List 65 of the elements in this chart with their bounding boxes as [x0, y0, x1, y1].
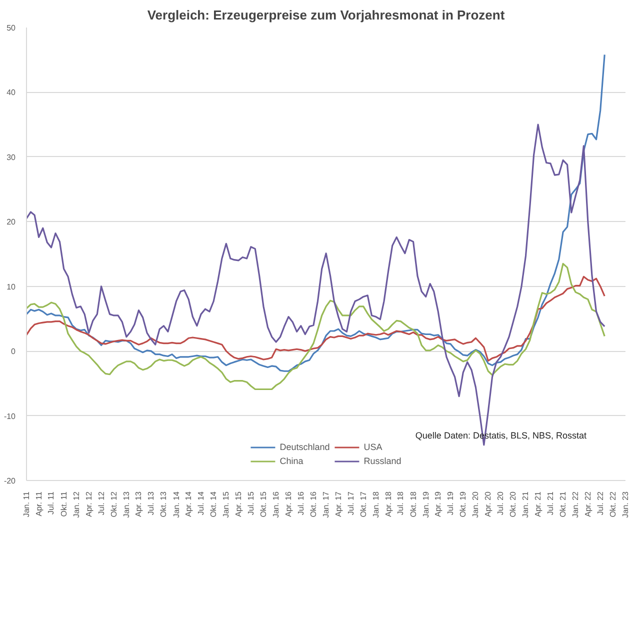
x-tick-label: Apr. 15: [234, 490, 243, 517]
x-tick-label: Okt. 22: [608, 490, 618, 518]
y-tick-label: -20: [4, 476, 16, 486]
x-tick-label: Jul. 19: [446, 490, 456, 516]
y-tick-label: 50: [6, 24, 16, 32]
x-tick-label: Apr. 11: [34, 490, 44, 516]
x-tick-label: Okt. 19: [458, 490, 468, 518]
x-tick-label: Jul. 18: [396, 490, 406, 516]
x-tick-label: Jul. 12: [96, 490, 106, 516]
x-tick-label: Jan. 11: [22, 490, 31, 518]
x-tick-label: Jan. 15: [222, 490, 231, 518]
x-tick-label: Jan. 13: [122, 490, 131, 518]
y-tick-label: 20: [6, 218, 16, 227]
x-tick-label: Okt. 13: [159, 490, 168, 518]
x-tick-label: Okt. 20: [508, 490, 518, 518]
y-tick-label: -10: [4, 412, 16, 421]
x-tick-label: Apr. 20: [484, 490, 493, 517]
x-tick-label: Jul. 21: [546, 490, 555, 516]
x-tick-label: Apr. 16: [284, 490, 293, 517]
x-tick-label: Jul. 13: [146, 490, 156, 516]
x-tick-label: Apr. 13: [134, 490, 144, 517]
y-tick-label: 30: [6, 152, 16, 162]
x-tick-label: Jan. 18: [371, 490, 380, 518]
y-tick-label: 40: [6, 88, 16, 98]
chart-title: Vergleich: Erzeugerpreise zum Vorjahresmonat in Prozent: [147, 8, 506, 22]
x-tick-label: Okt. 18: [408, 490, 418, 518]
legend-label: Russland: [364, 456, 402, 466]
x-tick-label: Jan. 19: [421, 490, 430, 518]
legend-label: China: [280, 456, 304, 466]
legend-label: Deutschland: [280, 442, 330, 452]
x-tick-label: Jan. 20: [471, 490, 480, 518]
x-tick-label: Okt. 12: [109, 490, 118, 518]
x-tick-label: Okt. 11: [59, 490, 68, 517]
x-tick-label: Apr. 17: [334, 490, 343, 517]
x-tick-label: Jan. 12: [72, 490, 81, 518]
line-series: [26, 276, 606, 362]
legend-label: USA: [364, 442, 384, 452]
line-series: [26, 262, 606, 390]
x-tick-label: Jul. 17: [346, 490, 356, 516]
x-tick-label: Apr. 22: [583, 490, 592, 517]
x-tick-label: Apr. 21: [534, 490, 543, 517]
x-tick-label: Okt. 21: [558, 490, 568, 518]
y-tick-label: 0: [11, 347, 16, 356]
line-series: [26, 54, 606, 372]
x-tick-label: Jul. 11: [46, 490, 56, 514]
x-tick-label: Jul. 16: [296, 490, 306, 516]
x-tick-label: Jan. 17: [322, 490, 331, 518]
x-tick-label: Apr. 18: [384, 490, 393, 517]
x-tick-label: Apr. 12: [84, 490, 94, 517]
x-tick-label: Jul. 15: [246, 490, 256, 516]
x-tick-label: Okt. 17: [358, 490, 368, 518]
x-tick-label: Okt. 16: [308, 490, 318, 518]
x-tick-label: Jan. 14: [172, 490, 181, 518]
x-tick-label: Apr. 14: [184, 490, 194, 517]
x-tick-label: Jul. 14: [196, 490, 206, 516]
y-tick-label: 10: [6, 282, 16, 292]
x-tick-label: Jan. 21: [521, 490, 530, 518]
x-tick-label: Apr. 19: [434, 490, 443, 517]
x-tick-label: Okt. 14: [209, 490, 218, 518]
x-tick-label: Jan. 23: [621, 490, 630, 518]
x-tick-label: Jan. 22: [571, 490, 580, 518]
x-tick-label: Jan. 16: [272, 490, 281, 518]
x-tick-label: Okt. 15: [258, 490, 268, 518]
x-tick-label: Jul. 22: [596, 490, 605, 516]
x-tick-label: Jul. 20: [496, 490, 506, 516]
